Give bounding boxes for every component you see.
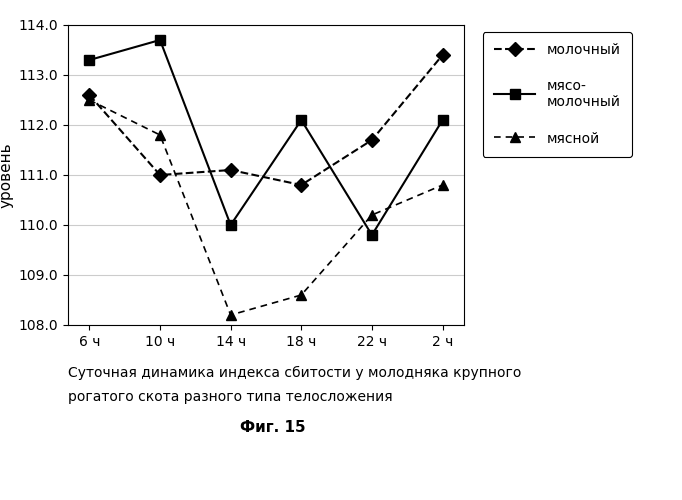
Text: Фиг. 15: Фиг. 15: [240, 420, 306, 435]
Text: рогатого скота разного типа телосложения: рогатого скота разного типа телосложения: [68, 390, 393, 404]
Legend: молочный, мясо-
молочный, мясной: молочный, мясо- молочный, мясной: [483, 32, 632, 157]
Text: Суточная динамика индекса сбитости у молодняка крупного: Суточная динамика индекса сбитости у мол…: [68, 366, 522, 380]
Y-axis label: уровень: уровень: [0, 142, 13, 208]
